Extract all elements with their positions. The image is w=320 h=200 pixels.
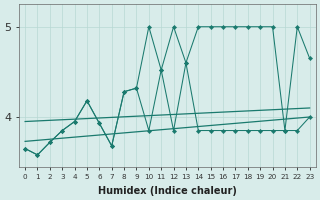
X-axis label: Humidex (Indice chaleur): Humidex (Indice chaleur) (98, 186, 237, 196)
